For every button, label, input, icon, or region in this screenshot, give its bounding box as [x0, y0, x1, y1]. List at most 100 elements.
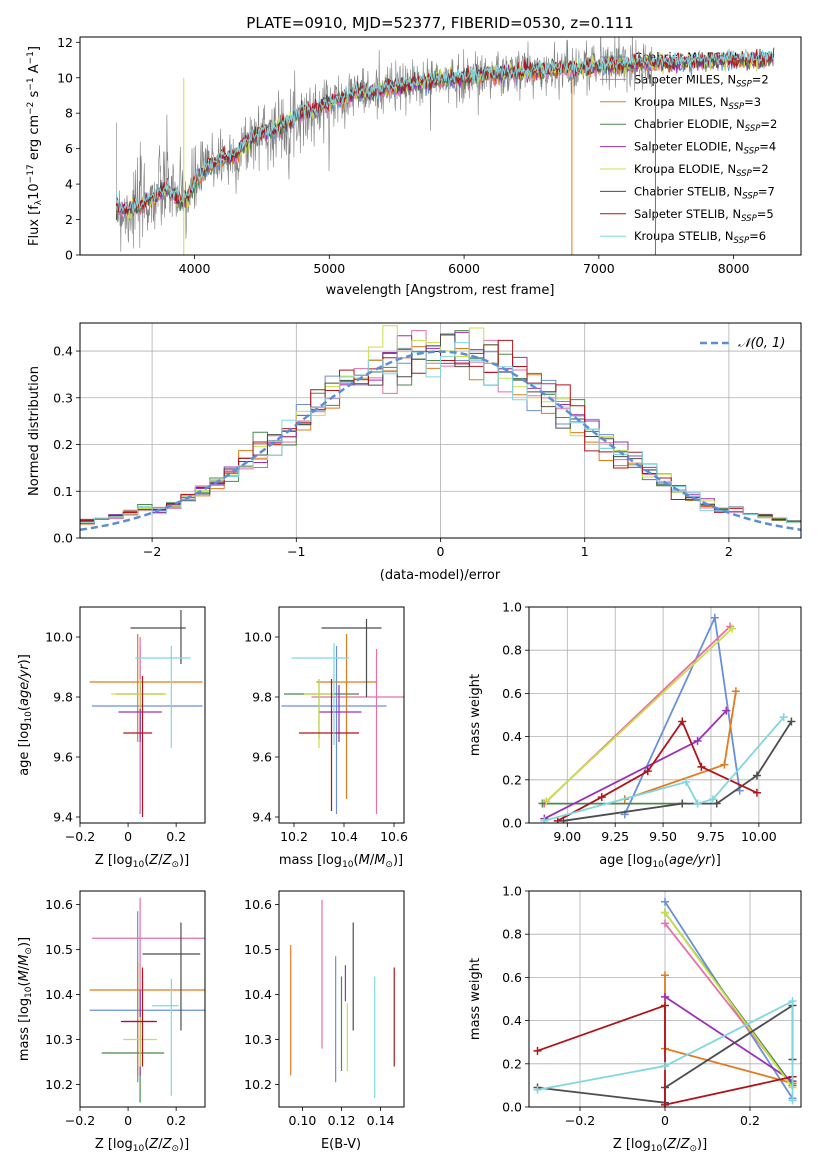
age-mass-frame: [278, 606, 405, 824]
mass-ebv-ytick-label: 10.4: [244, 987, 272, 1002]
mass-z-ylabel: mass [log10(M/M⊙)]: [17, 937, 34, 1061]
mass-ebv-ytick-label: 10.5: [244, 942, 272, 957]
weight-age-point: [720, 760, 729, 769]
weight-z-series-line: [664, 975, 793, 1085]
residuals-xtick-label: −1: [287, 544, 305, 559]
spectrum-ytick-label: 0: [65, 248, 73, 263]
residuals-frame: [79, 322, 802, 539]
weight-age-xlabel: age [log10(age/yr)]: [599, 853, 721, 870]
residuals-ytick-label: 0.3: [53, 390, 73, 405]
spectrum-marks: [115, 37, 775, 255]
weight-age-xtick-label: 9.75: [697, 829, 725, 844]
weight-age-ytick-label: 0.8: [502, 643, 522, 658]
weight-age-point: [710, 613, 719, 622]
age-z-frame: [79, 606, 206, 824]
weight-z-xtick-label: 0.2: [740, 1113, 760, 1128]
weight-age-ytick-label: 0.0: [502, 816, 522, 831]
mass-ebv-ytick-label: 10.3: [244, 1032, 272, 1047]
residuals-xtick-label: −2: [143, 544, 161, 559]
weight-age-point: [682, 777, 691, 786]
weight-age-axes: 9.00 9.25 9.50 9.75 10.00 0.0 0.2 0.4 0.6 0.8 1.0: [502, 600, 802, 844]
weight-age-point: [728, 624, 737, 633]
spectrum-xtick-label: 6000: [448, 261, 480, 276]
mass-ebv-ytick-label: 10.2: [244, 1077, 272, 1092]
weight-age-point: [643, 767, 652, 776]
age-mass-ytick-label: 10.0: [244, 630, 272, 645]
residuals-marks: [80, 325, 801, 538]
residuals-panel: (data-model)/error Normed distribution 𝒩…: [27, 336, 785, 583]
weight-vs-metallicity-panel: Z [log10(Z/Z⊙)] mass weight: [468, 958, 707, 1154]
weight-age-point: [708, 795, 717, 804]
mass-vs-metallicity-panel: Z [log10(Z/Z⊙)] mass [log10(M/M⊙)]: [17, 937, 189, 1154]
weight-vs-age-panel: age [log10(age/yr)] mass weight: [468, 674, 721, 870]
weight-age-ytick-label: 0.6: [502, 686, 522, 701]
spectrum-ytick-label: 8: [65, 106, 73, 121]
residuals-legend: 𝒩(0, 1): [700, 336, 785, 351]
age-mass-axes: 10.2 10.4 10.6 9.4 9.6 9.8 10.0: [244, 606, 408, 844]
weight-z-ytick-label: 0.4: [502, 1013, 522, 1028]
residuals-ytick-label: 0.0: [53, 531, 73, 546]
mass-z-ytick-label: 10.3: [45, 1032, 73, 1047]
legend-label-2: Salpeter MILES, NSSP=2: [634, 72, 769, 89]
spectrum-xtick-label: 7000: [583, 261, 615, 276]
weight-z-xtick-label: −0.2: [565, 1113, 595, 1128]
weight-age-xtick-label: 9.25: [601, 829, 629, 844]
weight-z-ytick-label: 1.0: [502, 884, 522, 899]
legend-label-3: Kroupa MILES, NSSP=3: [634, 95, 761, 112]
residuals-xtick-label: 0: [437, 544, 445, 559]
weight-age-xtick-label: 9.50: [649, 829, 677, 844]
spectrum-xtick-label: 8000: [718, 261, 750, 276]
weight-z-point: [661, 971, 669, 980]
residuals-ylabel: Normed distribution: [27, 366, 42, 496]
mass-ebv-frame: [278, 890, 405, 1108]
legend-label-5: Salpeter ELODIE, NSSP=4: [634, 140, 776, 157]
legend-label-9: Kroupa STELIB, NSSP=6: [634, 229, 766, 246]
mass-ebv-xlabel: E(B-V): [321, 1137, 361, 1152]
spectrum-xlabel: wavelength [Angstrom, rest frame]: [326, 283, 555, 298]
age-mass-xtick-label: 10.6: [380, 829, 408, 844]
weight-age-xtick-label: 10.00: [741, 829, 777, 844]
weight-age-point: [787, 717, 796, 726]
normal-curve: [80, 350, 801, 532]
weight-z-marks: [533, 897, 797, 1107]
weight-z-point: [661, 1100, 669, 1107]
age-z-marks: [89, 610, 203, 817]
age-z-xtick-label: 0: [124, 829, 132, 844]
weight-z-point: [788, 997, 797, 1006]
weight-z-point: [533, 1046, 542, 1055]
age-mass-ytick-label: 9.4: [252, 810, 272, 825]
weight-age-point: [697, 762, 706, 771]
spectrum-frame: [79, 36, 802, 256]
weight-age-marks: [538, 613, 796, 823]
weight-z-ytick-label: 0.6: [502, 970, 522, 985]
age-z-ytick-label: 10.0: [45, 630, 73, 645]
age-z-axes: −0.2 0 0.2 9.4 9.6 9.8 10.0: [45, 606, 206, 844]
weight-z-series-line: [537, 999, 794, 1101]
residuals-xtick-label: 2: [725, 544, 733, 559]
residuals-axes: −2 −1 0 1 2 0.0 0.1 0.2 0.3 0.4: [53, 322, 802, 559]
weight-z-point: [661, 1061, 669, 1070]
weight-age-series-line: [623, 614, 741, 815]
weight-age-point: [553, 816, 562, 823]
weight-age-ytick-label: 1.0: [502, 600, 522, 615]
weight-z-point: [661, 897, 669, 906]
mass-vs-ebv-panel: E(B-V): [321, 1137, 361, 1152]
weight-age-point: [540, 816, 549, 823]
weight-age-series-line: [545, 627, 733, 803]
legend-label-8: Salpeter STELIB, NSSP=5: [634, 207, 774, 224]
age-z-xlabel: Z [log10(Z/Z⊙)]: [95, 853, 189, 870]
age-z-xtick-label: 0.2: [166, 829, 186, 844]
spectrum-xtick-label: 4000: [179, 261, 211, 276]
weight-age-point: [722, 706, 731, 715]
normal-legend-label: 𝒩(0, 1): [738, 336, 785, 351]
age-mass-xlabel: mass [log10(M/M⊙)]: [279, 853, 403, 870]
spectrum-axes: 4000 5000 6000 7000 8000 0 2 4 6 8 10 12: [57, 35, 802, 276]
mass-z-xtick-label: 0: [124, 1113, 132, 1128]
mass-z-xlabel: Z [log10(Z/Z⊙)]: [95, 1137, 189, 1154]
weight-age-ytick-label: 0.4: [502, 729, 522, 744]
spectrum-ylabel: Flux [fλ10−17 erg cm−2 s−1 A−1]: [26, 46, 44, 246]
weight-age-ylabel: mass weight: [468, 674, 483, 756]
residuals-ytick-label: 0.2: [53, 437, 73, 452]
mass-ebv-ytick-label: 10.6: [244, 897, 272, 912]
